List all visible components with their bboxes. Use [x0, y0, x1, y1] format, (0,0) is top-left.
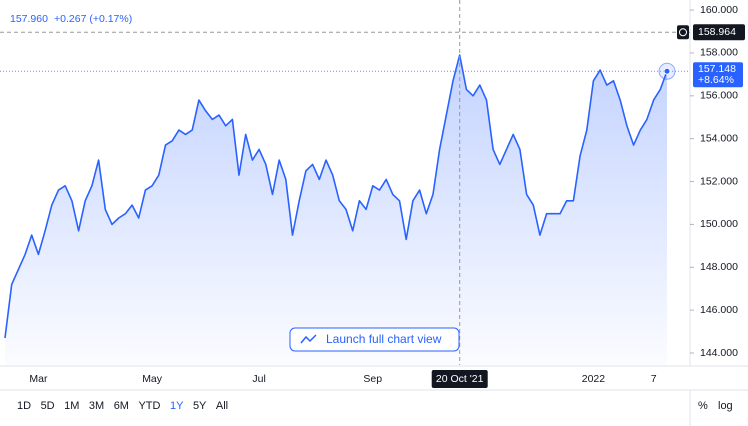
range-button[interactable]: 5D [41, 400, 55, 412]
x-tick-label: Jul [252, 373, 265, 385]
range-button[interactable]: 1M [64, 400, 79, 412]
range-button[interactable]: 6M [114, 400, 129, 412]
header-price: 157.960 [10, 13, 48, 25]
header-change: +0.267 (+0.17%) [54, 13, 132, 25]
crosshair-price-label: 158.964 [698, 26, 736, 38]
y-tick-label: 150.000 [700, 218, 738, 230]
last-price-change: +8.64% [698, 74, 734, 86]
price-line [4, 54, 668, 339]
last-point [663, 67, 671, 75]
crosshair-date-label: 20 Oct '21 [436, 373, 484, 385]
area-fill [5, 55, 667, 365]
launch-button-box [289, 327, 460, 352]
y-tick-label: 146.000 [700, 304, 738, 316]
range-button[interactable]: YTD [138, 400, 160, 412]
range-button[interactable]: 1D [17, 400, 31, 412]
launch-button-icon [300, 334, 317, 344]
x-tick-label: 2022 [582, 373, 606, 385]
crosshair-date-box [431, 370, 488, 388]
y-tick-label: 158.000 [700, 47, 738, 59]
y-tick-label: 154.000 [700, 132, 738, 144]
range-button[interactable]: All [216, 400, 228, 412]
range-button[interactable]: 1Y [170, 400, 184, 412]
launch-button-label: Launch full chart view [326, 332, 442, 346]
y-tick-label: 144.000 [700, 347, 738, 359]
y-tick-label: 152.000 [700, 175, 738, 187]
y-tick-label: 148.000 [700, 261, 738, 273]
y-tick-label: 156.000 [700, 90, 738, 102]
scale-button[interactable]: % [698, 400, 708, 412]
scale-button[interactable]: log [718, 400, 733, 412]
range-button[interactable]: 3M [89, 400, 104, 412]
last-price-box [693, 62, 743, 88]
alert-icon-clock [679, 28, 687, 37]
range-button[interactable]: 5Y [193, 400, 207, 412]
x-tick-label: Sep [363, 373, 382, 385]
y-tick-label: 160.000 [700, 4, 738, 16]
alert-icon-box [677, 25, 689, 40]
x-tick-label: Mar [29, 373, 48, 385]
x-tick-label: 7 [651, 373, 657, 385]
x-tick-label: May [142, 373, 163, 385]
last-price-label: 157.148 [698, 63, 736, 75]
launch-button[interactable]: Launch full chart view [289, 327, 460, 352]
alert-icon [677, 25, 689, 40]
crosshair-price-box [693, 24, 745, 41]
